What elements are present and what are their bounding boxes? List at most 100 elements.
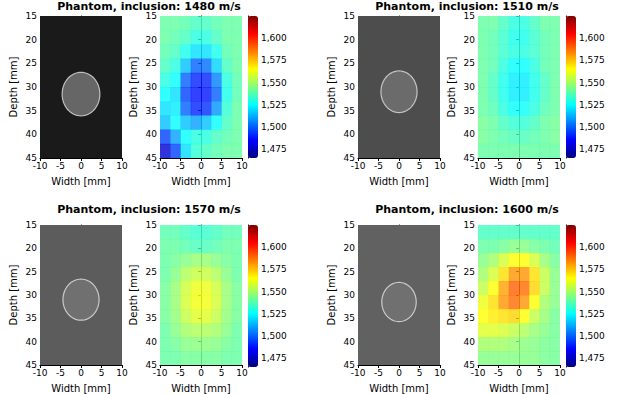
svg-text:Depth [mm]: Depth [mm] [128,264,139,325]
svg-text:10: 10 [116,161,128,171]
svg-text:Depth [mm]: Depth [mm] [326,56,337,117]
svg-text:1,575: 1,575 [579,264,605,274]
svg-text:-5: -5 [176,161,185,171]
svg-text:0: 0 [198,161,204,171]
svg-text:Depth [mm]: Depth [mm] [446,264,457,325]
svg-text:5: 5 [219,368,225,378]
svg-text:20: 20 [344,243,356,253]
svg-text:40: 40 [26,129,38,139]
svg-text:Depth [mm]: Depth [mm] [128,56,139,117]
svg-text:-5: -5 [56,161,65,171]
svg-text:20: 20 [464,243,476,253]
svg-text:40: 40 [464,337,476,347]
svg-text:35: 35 [464,313,475,323]
svg-text:0: 0 [198,368,204,378]
svg-text:-5: -5 [56,368,65,378]
svg-text:30: 30 [344,82,356,92]
svg-text:Width [mm]: Width [mm] [51,383,111,394]
svg-text:35: 35 [146,313,157,323]
svg-text:1,575: 1,575 [579,55,605,65]
svg-text:1,525: 1,525 [261,100,287,110]
svg-text:Depth [mm]: Depth [mm] [8,264,19,325]
svg-text:40: 40 [26,337,38,347]
svg-text:Width [mm]: Width [mm] [489,383,549,394]
svg-text:-10: -10 [153,368,168,378]
svg-text:1,475: 1,475 [579,144,605,154]
svg-text:20: 20 [344,35,356,45]
svg-text:1,600: 1,600 [579,242,605,252]
svg-text:25: 25 [464,58,475,68]
svg-text:30: 30 [26,290,38,300]
svg-text:1,500: 1,500 [261,331,287,341]
svg-text:30: 30 [464,290,476,300]
svg-text:15: 15 [146,220,157,230]
svg-text:30: 30 [344,290,356,300]
svg-text:5: 5 [219,161,225,171]
svg-text:1,525: 1,525 [579,100,605,110]
svg-text:1,475: 1,475 [579,353,605,363]
svg-text:15: 15 [464,11,475,21]
svg-text:1,550: 1,550 [261,287,287,297]
svg-text:40: 40 [146,129,158,139]
svg-text:Depth [mm]: Depth [mm] [446,56,457,117]
svg-text:20: 20 [146,35,158,45]
svg-text:Depth [mm]: Depth [mm] [8,56,19,117]
svg-text:30: 30 [26,82,38,92]
svg-text:Phantom, inclusion: 1570 m/s: Phantom, inclusion: 1570 m/s [57,203,241,216]
svg-text:10: 10 [116,368,128,378]
svg-text:35: 35 [26,313,37,323]
svg-text:5: 5 [99,368,105,378]
svg-text:1,550: 1,550 [579,287,605,297]
svg-text:1,500: 1,500 [579,122,605,132]
svg-text:-10: -10 [153,161,168,171]
svg-text:-10: -10 [471,368,486,378]
svg-text:15: 15 [146,11,157,21]
svg-text:Phantom, inclusion: 1600 m/s: Phantom, inclusion: 1600 m/s [375,203,559,216]
svg-text:1,550: 1,550 [261,78,287,88]
svg-text:25: 25 [146,58,157,68]
svg-text:1,600: 1,600 [579,33,605,43]
svg-text:Depth [mm]: Depth [mm] [326,264,337,325]
svg-text:Width [mm]: Width [mm] [171,383,231,394]
svg-text:30: 30 [146,290,158,300]
svg-text:40: 40 [344,129,356,139]
svg-text:15: 15 [344,11,355,21]
svg-text:1,525: 1,525 [579,309,605,319]
svg-text:0: 0 [516,161,522,171]
svg-text:20: 20 [464,35,476,45]
svg-text:35: 35 [344,313,355,323]
svg-text:25: 25 [344,267,355,277]
svg-text:-5: -5 [176,368,185,378]
svg-text:-5: -5 [374,161,383,171]
svg-text:0: 0 [516,368,522,378]
svg-text:20: 20 [26,243,38,253]
svg-text:1,550: 1,550 [579,78,605,88]
svg-text:15: 15 [344,220,355,230]
svg-text:1,575: 1,575 [261,55,287,65]
svg-text:35: 35 [464,106,475,116]
svg-text:Width [mm]: Width [mm] [369,383,429,394]
svg-text:25: 25 [26,58,37,68]
svg-text:-10: -10 [33,161,48,171]
svg-text:40: 40 [464,129,476,139]
svg-text:-5: -5 [494,161,503,171]
svg-text:25: 25 [26,267,37,277]
svg-text:10: 10 [554,368,566,378]
svg-text:30: 30 [464,82,476,92]
svg-text:0: 0 [396,161,402,171]
svg-text:0: 0 [78,368,84,378]
svg-text:5: 5 [537,161,543,171]
svg-text:30: 30 [146,82,158,92]
svg-text:40: 40 [146,337,158,347]
svg-text:25: 25 [344,58,355,68]
svg-text:-5: -5 [374,368,383,378]
svg-text:25: 25 [464,267,475,277]
svg-text:1,500: 1,500 [261,122,287,132]
svg-text:-10: -10 [33,368,48,378]
svg-text:15: 15 [464,220,475,230]
svg-text:1,600: 1,600 [261,33,287,43]
svg-text:Width [mm]: Width [mm] [369,176,429,187]
svg-text:5: 5 [537,368,543,378]
svg-text:15: 15 [26,11,37,21]
svg-text:-5: -5 [494,368,503,378]
